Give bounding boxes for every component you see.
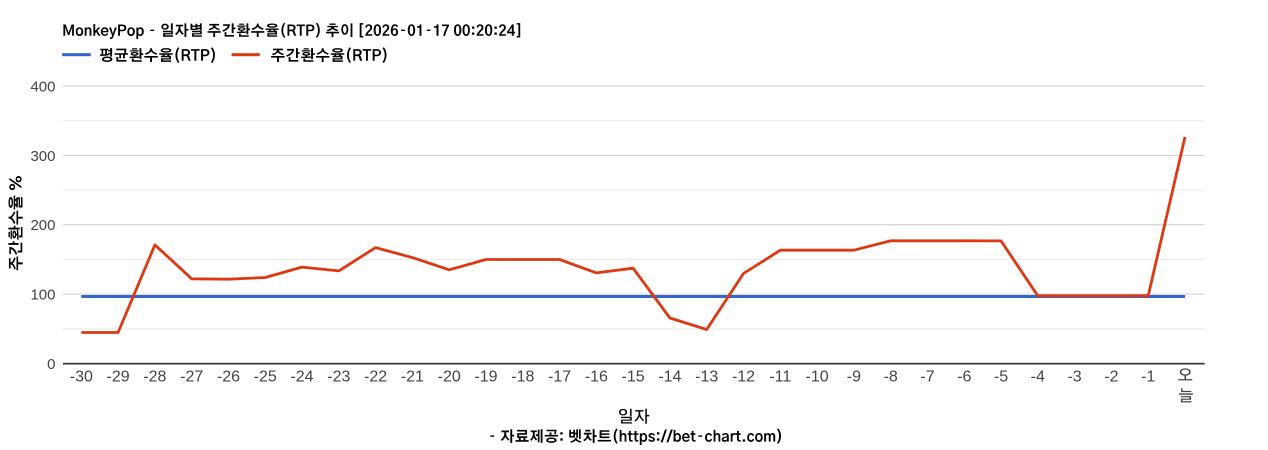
svg-text:-25: -25 <box>254 369 277 386</box>
svg-text:-24: -24 <box>290 369 313 386</box>
svg-text:-9: -9 <box>847 369 861 386</box>
svg-text:-18: -18 <box>511 369 534 386</box>
svg-text:-7: -7 <box>920 369 934 386</box>
svg-text:-16: -16 <box>585 369 608 386</box>
svg-text:400: 400 <box>30 79 55 96</box>
svg-text:0: 0 <box>47 356 55 373</box>
svg-text:200: 200 <box>30 217 55 234</box>
svg-text:-17: -17 <box>548 369 571 386</box>
svg-text:-1: -1 <box>1141 369 1155 386</box>
svg-text:-13: -13 <box>695 369 718 386</box>
svg-text:-30: -30 <box>70 369 93 386</box>
svg-text:-15: -15 <box>622 369 645 386</box>
svg-text:-29: -29 <box>107 369 130 386</box>
svg-text:-27: -27 <box>180 369 203 386</box>
svg-text:-23: -23 <box>327 369 350 386</box>
svg-text:-2: -2 <box>1104 369 1118 386</box>
svg-text:-4: -4 <box>1031 369 1045 386</box>
svg-text:-26: -26 <box>217 369 240 386</box>
svg-text:-20: -20 <box>438 369 461 386</box>
svg-text:-22: -22 <box>364 369 387 386</box>
svg-text:300: 300 <box>30 148 55 165</box>
svg-text:-3: -3 <box>1067 369 1081 386</box>
svg-text:-5: -5 <box>994 369 1008 386</box>
svg-text:100: 100 <box>30 287 55 304</box>
svg-text:-6: -6 <box>957 369 971 386</box>
svg-text:-28: -28 <box>143 369 166 386</box>
svg-text:-8: -8 <box>884 369 898 386</box>
svg-text:-19: -19 <box>474 369 497 386</box>
svg-text:-14: -14 <box>658 369 681 386</box>
svg-text:-11: -11 <box>769 369 791 386</box>
svg-text:-12: -12 <box>732 369 755 386</box>
svg-text:-21: -21 <box>401 369 424 386</box>
svg-text:-10: -10 <box>806 369 829 386</box>
